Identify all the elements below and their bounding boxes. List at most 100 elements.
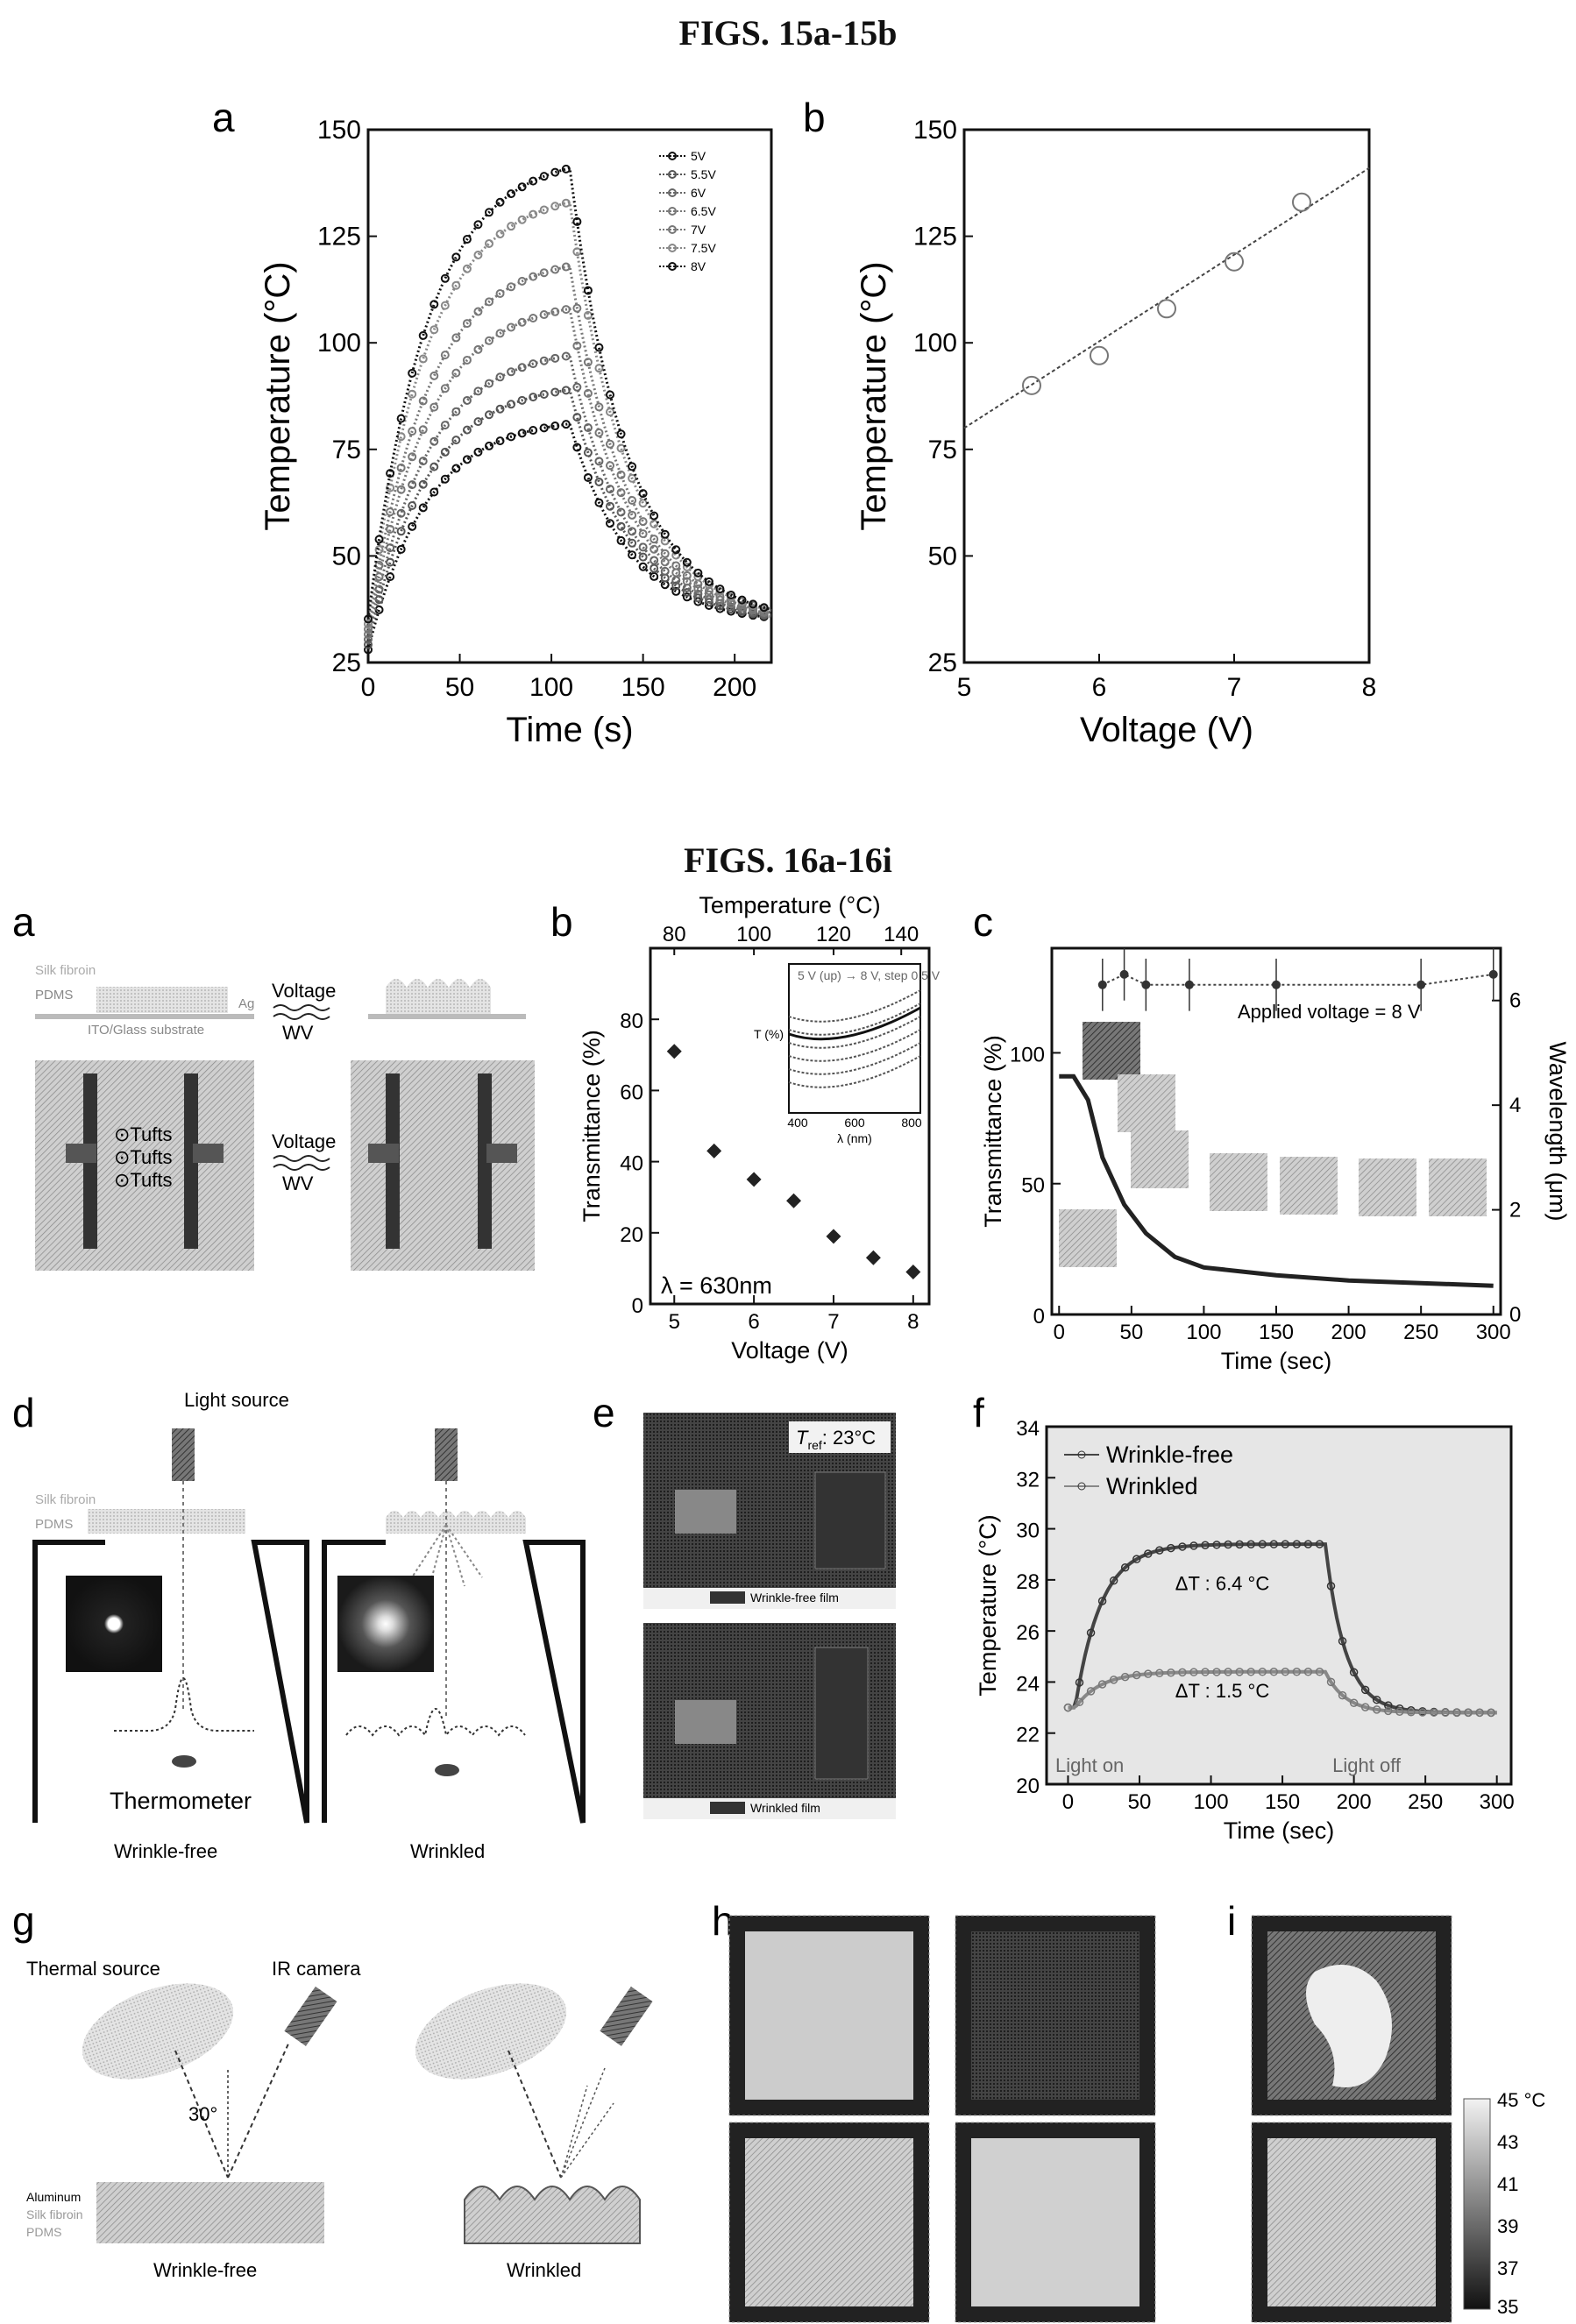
legend-marker-Wrinkle-free xyxy=(1077,1450,1086,1459)
y-axis-label: Transmittance (%) xyxy=(980,1035,1006,1228)
data-point-6.5V xyxy=(408,452,417,462)
data-point-8V xyxy=(495,197,505,207)
data-point-8V xyxy=(737,595,747,605)
intensity-peak-left xyxy=(114,1677,254,1732)
thermal-image-h3-inner xyxy=(745,2138,913,2306)
data-point-5.5V xyxy=(408,501,417,511)
light-source-right xyxy=(435,1428,458,1481)
diffraction-pattern-right xyxy=(337,1576,434,1672)
panel-label-15a: a xyxy=(212,95,235,140)
data-point-Wrinkle-free xyxy=(1338,1637,1347,1646)
y-tick-label: 50 xyxy=(332,542,361,570)
data-point-5V xyxy=(616,535,626,545)
wave-arrow-bottom xyxy=(273,1155,330,1162)
y2-tick-label: 4 xyxy=(1509,1094,1521,1117)
data-point-7.5V xyxy=(550,202,560,211)
data-point-Wrinkled xyxy=(1201,1668,1210,1676)
data-point-7.5V xyxy=(507,222,516,231)
light-off-label: Light off xyxy=(1332,1754,1402,1776)
data-point-5.5V xyxy=(386,557,395,567)
data-point-6V xyxy=(616,507,626,517)
label-aluminum: Aluminum xyxy=(26,2190,81,2204)
tref-subscript: ref xyxy=(807,1438,821,1452)
data-point-8V xyxy=(550,167,560,177)
y-axis-label: Transmittance (%) xyxy=(579,1030,605,1222)
legend-label-7.5V: 7.5V xyxy=(691,241,716,255)
swatch-2 xyxy=(710,1802,745,1814)
data-point-5V xyxy=(529,426,538,436)
y2-tick-label: 0 xyxy=(1509,1303,1521,1327)
wrinkle-image-inset xyxy=(1280,1157,1338,1215)
data-point-Wrinkled xyxy=(1407,1708,1416,1717)
data-point-Wrinkled xyxy=(1167,1669,1175,1677)
thermal-image-i2-inner xyxy=(1267,2138,1436,2306)
data-point-7V xyxy=(485,297,493,307)
legend-marker-6V xyxy=(668,188,677,197)
data-point-5V xyxy=(539,423,549,433)
data-point-6.5V xyxy=(374,572,384,582)
x-tick-label: 50 xyxy=(445,673,474,702)
data-point-5.5V xyxy=(495,404,505,414)
label-g-silk: Silk fibroin xyxy=(26,2207,83,2221)
data-point-Wrinkle-free xyxy=(1292,1540,1302,1548)
scatter-rays xyxy=(411,1524,483,1587)
data-point-6V xyxy=(606,485,614,494)
data-point-5.5V xyxy=(550,387,560,397)
data-point-5.5V xyxy=(628,538,637,548)
label-g-wrinkle-free: Wrinkle-free xyxy=(153,2259,257,2281)
film-layer xyxy=(96,987,228,1013)
panel-label-16b: b xyxy=(550,899,573,945)
data-point-8V xyxy=(616,429,626,439)
data-point-8V xyxy=(693,568,703,577)
y-tick-label: 22 xyxy=(1016,1724,1040,1747)
x-tick-label: 150 xyxy=(1259,1321,1294,1344)
wave-arrow-bottom-2 xyxy=(273,1164,330,1171)
data-point-6.5V xyxy=(396,485,406,494)
data-point-5V xyxy=(386,572,395,582)
data-point-6V xyxy=(517,363,527,372)
legend-label-7V: 7V xyxy=(691,223,706,237)
wrinkle-image-inset xyxy=(1083,1022,1140,1080)
label-voltage-top: Voltage xyxy=(272,980,336,1002)
data-point-Wrinkled xyxy=(1063,1703,1073,1712)
photo-apparatus xyxy=(675,1490,736,1534)
data-point-7V xyxy=(616,470,626,479)
chart-16f: 0 50 100 150 200 250 300 20 22 24 26 28 30 32 34 Time (… xyxy=(975,1417,1515,1844)
data-point-5.5V xyxy=(693,593,703,603)
data-point-7V xyxy=(650,535,659,544)
data-point-5.5V xyxy=(539,390,549,400)
data-point-5V xyxy=(594,498,604,507)
label-substrate: ITO/Glass substrate xyxy=(88,1023,204,1038)
data-point-Wrinkled xyxy=(1269,1668,1279,1676)
data-point-7V xyxy=(386,507,395,517)
scale-label-43: 43 xyxy=(1497,2131,1518,2153)
label-ir-camera: IR camera xyxy=(272,1958,361,1980)
data-point-6.5V xyxy=(704,590,713,599)
data-point-5V xyxy=(485,441,493,450)
data-point-7V xyxy=(561,262,571,272)
data-point-7.5V xyxy=(628,473,637,483)
data-point-6V xyxy=(727,602,735,612)
data-point-5V xyxy=(550,422,560,431)
transmittance-line xyxy=(1059,1073,1494,1288)
data-point-Wrinkled xyxy=(1338,1690,1347,1700)
data-point-7.5V xyxy=(638,499,648,508)
data-point-Wrinkle-free xyxy=(1281,1540,1290,1548)
inset-note: 5 V (up) → 8 V, step 0.5 V xyxy=(798,968,941,982)
light-source-left xyxy=(172,1428,195,1481)
data-point-Wrinkled xyxy=(1075,1697,1084,1707)
data-point-Wrinkled xyxy=(1441,1708,1450,1718)
ray-incident-left xyxy=(174,2050,229,2179)
data-point-5V xyxy=(451,464,461,473)
y2-tick-label: 6 xyxy=(1509,989,1521,1013)
figure-15-title: FIGS. 15a-15b xyxy=(678,13,898,53)
data-point-6.5V xyxy=(473,344,483,354)
tufts-logo-1: ⊙Tufts xyxy=(114,1123,173,1145)
x-axis-label: Time (s) xyxy=(506,711,633,749)
wrinkle-image-inset xyxy=(1429,1158,1487,1216)
schematic-16a: Silk fibroin PDMS Ag ITO/Glass substrate… xyxy=(35,963,535,1271)
chart-15a-frame xyxy=(366,128,773,664)
thermal-images-16i: 45 °C 43 41 39 37 35 xyxy=(1251,1915,1545,2323)
y-axis-label: Temperature (°C) xyxy=(975,1514,1001,1696)
